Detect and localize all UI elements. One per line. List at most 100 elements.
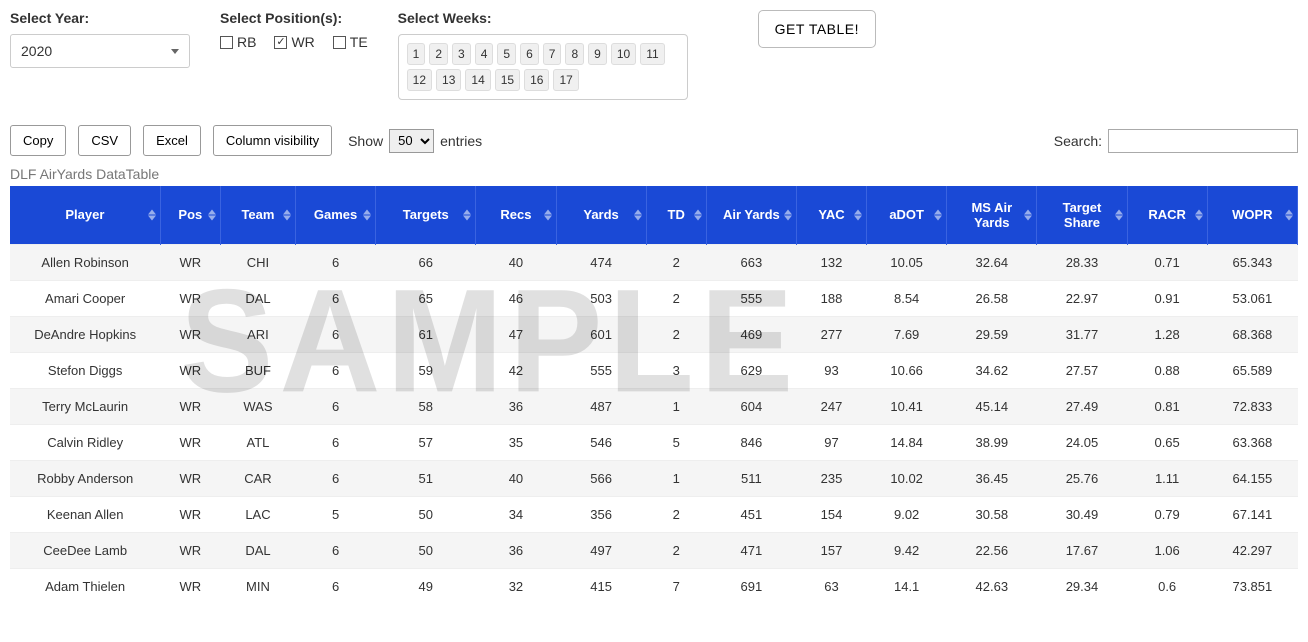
search-wrap: Search: <box>1054 129 1298 153</box>
sort-icon <box>1024 209 1032 220</box>
cell-racr: 0.91 <box>1127 280 1207 316</box>
col-header-air[interactable]: Air Yards <box>706 186 796 244</box>
col-header-racr[interactable]: RACR <box>1127 186 1207 244</box>
entries-select[interactable]: 50 <box>389 129 434 153</box>
sort-icon <box>148 209 156 220</box>
week-button-11[interactable]: 11 <box>640 43 664 65</box>
cell-racr: 1.11 <box>1127 460 1207 496</box>
week-button-6[interactable]: 6 <box>520 43 539 65</box>
col-header-td[interactable]: TD <box>646 186 706 244</box>
cell-player: Stefon Diggs <box>10 352 160 388</box>
col-header-yac[interactable]: YAC <box>796 186 866 244</box>
checkbox-icon <box>274 36 287 49</box>
week-button-10[interactable]: 10 <box>611 43 636 65</box>
table-row: Terry McLaurinWRWAS65836487160424710.414… <box>10 388 1298 424</box>
cell-wopr: 72.833 <box>1207 388 1297 424</box>
col-header-label: Air Yards <box>723 207 780 222</box>
col-header-wopr[interactable]: WOPR <box>1207 186 1297 244</box>
cell-player: Terry McLaurin <box>10 388 160 424</box>
cell-air: 451 <box>706 496 796 532</box>
cell-adot: 10.66 <box>867 352 947 388</box>
table-row: Adam ThielenWRMIN6493241576916314.142.63… <box>10 568 1298 604</box>
col-header-label: Recs <box>500 207 531 222</box>
cell-team: MIN <box>220 568 295 604</box>
week-button-14[interactable]: 14 <box>465 69 490 91</box>
cell-tshare: 31.77 <box>1037 316 1127 352</box>
excel-button[interactable]: Excel <box>143 125 201 156</box>
cell-td: 2 <box>646 244 706 280</box>
week-button-17[interactable]: 17 <box>553 69 578 91</box>
week-button-3[interactable]: 3 <box>452 43 471 65</box>
position-checkbox-wr[interactable]: WR <box>274 34 314 50</box>
col-header-targets[interactable]: Targets <box>376 186 476 244</box>
cell-yac: 132 <box>796 244 866 280</box>
cell-td: 5 <box>646 424 706 460</box>
col-header-pos[interactable]: Pos <box>160 186 220 244</box>
cell-player: CeeDee Lamb <box>10 532 160 568</box>
cell-wopr: 73.851 <box>1207 568 1297 604</box>
cell-targets: 49 <box>376 568 476 604</box>
table-row: CeeDee LambWRDAL6503649724711579.4222.56… <box>10 532 1298 568</box>
cell-msair: 45.14 <box>947 388 1037 424</box>
sort-icon <box>463 209 471 220</box>
copy-button[interactable]: Copy <box>10 125 66 156</box>
cell-recs: 46 <box>476 280 556 316</box>
cell-msair: 26.58 <box>947 280 1037 316</box>
col-header-label: Team <box>241 207 274 222</box>
cell-msair: 42.63 <box>947 568 1037 604</box>
cell-yac: 247 <box>796 388 866 424</box>
col-header-recs[interactable]: Recs <box>476 186 556 244</box>
cell-tshare: 24.05 <box>1037 424 1127 460</box>
cell-games: 6 <box>296 532 376 568</box>
col-header-yards[interactable]: Yards <box>556 186 646 244</box>
position-checkbox-rb[interactable]: RB <box>220 34 256 50</box>
cell-team: CAR <box>220 460 295 496</box>
sort-icon <box>544 209 552 220</box>
week-button-5[interactable]: 5 <box>497 43 516 65</box>
cell-games: 6 <box>296 244 376 280</box>
week-button-7[interactable]: 7 <box>543 43 562 65</box>
cell-targets: 57 <box>376 424 476 460</box>
week-button-1[interactable]: 1 <box>407 43 426 65</box>
col-header-msair[interactable]: MS Air Yards <box>947 186 1037 244</box>
col-header-player[interactable]: Player <box>10 186 160 244</box>
table-row: Allen RobinsonWRCHI66640474266313210.053… <box>10 244 1298 280</box>
week-button-9[interactable]: 9 <box>588 43 607 65</box>
cell-targets: 61 <box>376 316 476 352</box>
week-button-15[interactable]: 15 <box>495 69 520 91</box>
cell-yards: 356 <box>556 496 646 532</box>
cell-games: 6 <box>296 460 376 496</box>
week-button-2[interactable]: 2 <box>429 43 448 65</box>
week-button-8[interactable]: 8 <box>565 43 584 65</box>
positions-row: RB WR TE <box>220 34 368 50</box>
position-checkbox-te[interactable]: TE <box>333 34 368 50</box>
cell-wopr: 68.368 <box>1207 316 1297 352</box>
week-button-13[interactable]: 13 <box>436 69 461 91</box>
column-visibility-button[interactable]: Column visibility <box>213 125 332 156</box>
col-header-games[interactable]: Games <box>296 186 376 244</box>
entries-prefix: Show <box>348 133 383 149</box>
year-select[interactable]: 2020 <box>10 34 190 68</box>
toolbar-row: CopyCSVExcelColumn visibility Show 50 en… <box>10 125 1298 156</box>
week-button-4[interactable]: 4 <box>475 43 494 65</box>
cell-td: 2 <box>646 496 706 532</box>
csv-button[interactable]: CSV <box>78 125 131 156</box>
col-header-tshare[interactable]: Target Share <box>1037 186 1127 244</box>
search-input[interactable] <box>1108 129 1298 153</box>
cell-pos: WR <box>160 316 220 352</box>
cell-racr: 0.88 <box>1127 352 1207 388</box>
checkbox-label: RB <box>237 34 256 50</box>
cell-yards: 497 <box>556 532 646 568</box>
week-button-12[interactable]: 12 <box>407 69 432 91</box>
col-header-team[interactable]: Team <box>220 186 295 244</box>
col-header-label: Yards <box>583 207 618 222</box>
get-table-button[interactable]: GET TABLE! <box>758 10 876 48</box>
cell-tshare: 30.49 <box>1037 496 1127 532</box>
col-header-adot[interactable]: aDOT <box>867 186 947 244</box>
col-header-label: Games <box>314 207 357 222</box>
cell-air: 469 <box>706 316 796 352</box>
cell-adot: 14.1 <box>867 568 947 604</box>
cell-adot: 9.42 <box>867 532 947 568</box>
week-button-16[interactable]: 16 <box>524 69 549 91</box>
cell-pos: WR <box>160 388 220 424</box>
